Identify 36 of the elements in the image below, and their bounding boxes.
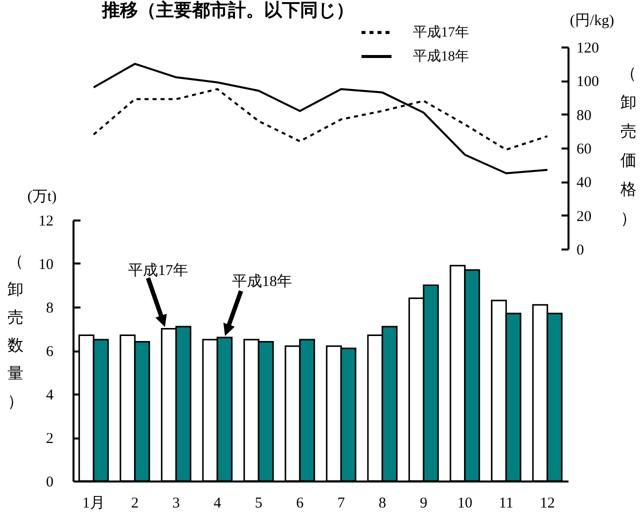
x-tick-label: 12: [540, 496, 555, 512]
x-tick-label: 8: [378, 496, 386, 512]
y-axis-title: （卸売価格）: [620, 66, 636, 228]
y-tick-label: 100: [576, 74, 599, 90]
x-tick-label: 7: [337, 496, 346, 512]
y-tick-label: 4: [46, 388, 54, 404]
legend-label: 平成17年: [413, 24, 469, 40]
text: (円/kg): [570, 13, 614, 29]
annotation: 平成18年: [232, 273, 292, 290]
y-tick-label: 0: [46, 474, 54, 490]
x-tick-label: 5: [254, 496, 262, 512]
x-tick-label: 11: [498, 496, 514, 512]
y-tick-label: 0: [576, 242, 584, 258]
y-tick-label: 6: [46, 344, 54, 360]
line-series: [92, 62, 548, 174]
x-tick-label: 6: [296, 496, 304, 512]
y-tick-label: 120: [576, 40, 599, 56]
y-tick-label: 40: [576, 175, 592, 192]
y-axis-title: （卸売数量）: [8, 254, 24, 410]
y-tick-label: 10: [38, 257, 54, 273]
y-tick-label: 8: [46, 300, 54, 316]
y-tick-label: 12: [38, 214, 54, 230]
y-tick-label: 80: [576, 108, 592, 124]
annotation: 平成17年: [128, 262, 188, 279]
y-tick-label: 60: [576, 142, 592, 158]
chart-title: 推移（主要都市計。以下同じ）: [101, 0, 354, 21]
x-tick-label: 10: [457, 496, 472, 512]
y-tick-label: 2: [46, 431, 54, 447]
text: (万t): [27, 189, 57, 205]
y-tick-label: 20: [576, 208, 592, 225]
x-tick-label: 2: [131, 496, 139, 512]
x-tick-label: 4: [214, 496, 222, 512]
x-tick-label: 3: [172, 496, 180, 512]
x-tick-label: 9: [420, 496, 428, 512]
x-tick-label: 1月: [82, 496, 105, 512]
legend-label: 平成18年: [413, 48, 469, 64]
